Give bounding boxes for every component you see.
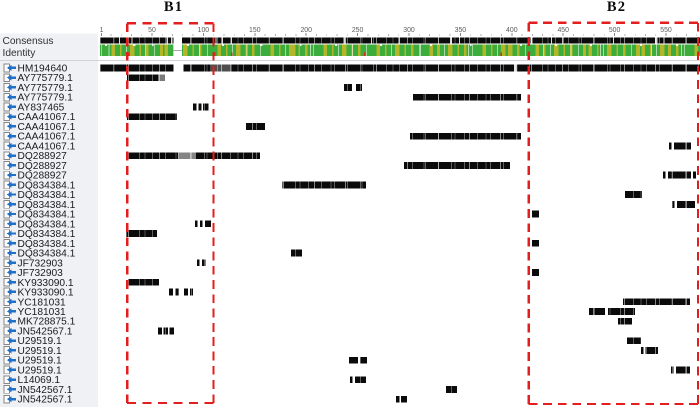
svg-text:U29519.1: U29519.1 <box>18 365 63 376</box>
svg-text:JN542567.1: JN542567.1 <box>18 385 73 396</box>
svg-text:JN542567.1: JN542567.1 <box>18 395 73 406</box>
svg-text:Identity: Identity <box>3 48 37 59</box>
svg-text:DQ834384.1: DQ834384.1 <box>18 219 76 230</box>
svg-text:250: 250 <box>352 27 364 34</box>
svg-text:YC181031: YC181031 <box>18 307 66 318</box>
svg-text:350: 350 <box>455 27 467 34</box>
svg-text:DQ288927: DQ288927 <box>18 171 68 182</box>
svg-text:KY933090.1: KY933090.1 <box>18 278 74 289</box>
svg-text:U29519.1: U29519.1 <box>18 356 63 367</box>
svg-text:300: 300 <box>403 27 415 34</box>
svg-text:DQ834384.1: DQ834384.1 <box>18 239 76 250</box>
svg-text:Consensus: Consensus <box>3 36 54 47</box>
svg-text:100: 100 <box>198 27 210 34</box>
svg-text:CAA41067.1: CAA41067.1 <box>18 141 76 152</box>
svg-text:DQ834384.1: DQ834384.1 <box>18 210 76 221</box>
svg-text:B1: B1 <box>164 0 183 15</box>
svg-text:DQ834384.1: DQ834384.1 <box>18 180 76 191</box>
svg-text:DQ834384.1: DQ834384.1 <box>18 229 76 240</box>
svg-text:DQ834384.1: DQ834384.1 <box>18 190 76 201</box>
svg-text:AY837465: AY837465 <box>18 103 65 114</box>
svg-text:150: 150 <box>249 27 261 34</box>
svg-text:DQ834384.1: DQ834384.1 <box>18 200 76 211</box>
svg-text:500: 500 <box>609 27 621 34</box>
svg-text:DQ288927: DQ288927 <box>18 161 68 172</box>
svg-text:200: 200 <box>300 27 312 34</box>
svg-text:KY933090.1: KY933090.1 <box>18 288 74 299</box>
svg-text:JF732903: JF732903 <box>18 268 64 279</box>
svg-text:DQ834384.1: DQ834384.1 <box>18 249 76 260</box>
svg-text:DQ288927: DQ288927 <box>18 151 68 162</box>
svg-text:CAA41067.1: CAA41067.1 <box>18 112 76 123</box>
svg-text:L14069.1: L14069.1 <box>18 375 61 386</box>
svg-text:JN542567.1: JN542567.1 <box>18 327 73 338</box>
svg-text:AY775779.1: AY775779.1 <box>18 83 74 94</box>
svg-text:CAA41067.1: CAA41067.1 <box>18 122 76 133</box>
svg-text:HM194640: HM194640 <box>18 64 68 75</box>
svg-text:B2: B2 <box>607 0 626 15</box>
svg-text:AY775779.1: AY775779.1 <box>18 73 74 84</box>
svg-text:U29519.1: U29519.1 <box>18 336 63 347</box>
svg-text:AY775779.1: AY775779.1 <box>18 93 74 104</box>
svg-text:U29519.1: U29519.1 <box>18 346 63 357</box>
svg-text:400: 400 <box>506 27 518 34</box>
svg-text:CAA41067.1: CAA41067.1 <box>18 132 76 143</box>
svg-text:1: 1 <box>100 27 104 34</box>
svg-text:450: 450 <box>557 27 569 34</box>
svg-text:50: 50 <box>148 27 156 34</box>
svg-text:YC181031: YC181031 <box>18 297 66 308</box>
svg-text:550: 550 <box>660 27 672 34</box>
svg-text:MK728875.1: MK728875.1 <box>18 317 76 328</box>
svg-text:JF732903: JF732903 <box>18 258 64 269</box>
